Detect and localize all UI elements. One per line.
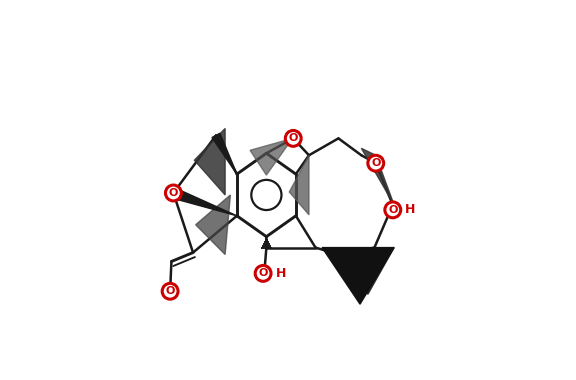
Text: H: H bbox=[406, 203, 416, 216]
Polygon shape bbox=[322, 248, 394, 304]
Polygon shape bbox=[212, 133, 237, 174]
Text: O: O bbox=[259, 268, 268, 279]
Polygon shape bbox=[339, 248, 394, 294]
Text: O: O bbox=[289, 133, 298, 143]
Circle shape bbox=[255, 266, 271, 281]
Circle shape bbox=[162, 283, 178, 299]
Text: O: O bbox=[165, 286, 175, 296]
Polygon shape bbox=[361, 148, 394, 205]
Text: O: O bbox=[169, 188, 178, 198]
Circle shape bbox=[285, 130, 301, 146]
Text: O: O bbox=[388, 205, 397, 215]
Text: H: H bbox=[275, 267, 286, 280]
Circle shape bbox=[385, 202, 401, 218]
Polygon shape bbox=[196, 195, 230, 255]
Polygon shape bbox=[289, 155, 309, 215]
Text: O: O bbox=[371, 158, 380, 168]
Polygon shape bbox=[172, 188, 237, 216]
Circle shape bbox=[368, 155, 384, 171]
Polygon shape bbox=[250, 138, 293, 175]
Polygon shape bbox=[194, 128, 225, 195]
Circle shape bbox=[165, 185, 181, 201]
